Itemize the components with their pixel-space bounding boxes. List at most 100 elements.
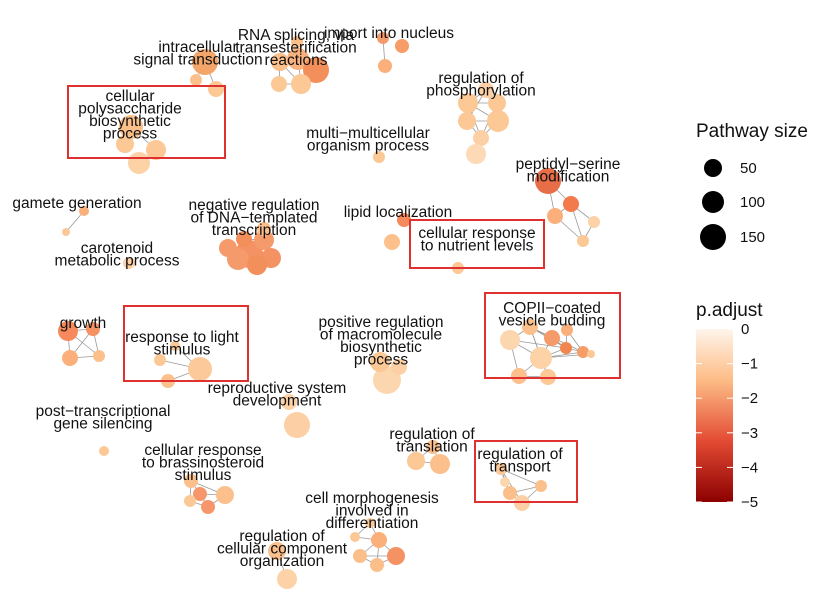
highlight-box	[67, 85, 226, 159]
cluster-label: peptidyl−serine modification	[516, 156, 621, 186]
pathway-node	[58, 321, 78, 341]
pathway-node	[227, 248, 249, 270]
pathway-node	[500, 330, 520, 350]
pathway-node	[387, 547, 405, 565]
cluster-label: cell morphogenesis involved in differentia…	[305, 490, 439, 532]
pathway-node	[350, 532, 360, 542]
pathway-node	[62, 228, 70, 236]
pathway-node	[560, 342, 572, 354]
highlight-box	[123, 305, 249, 382]
pathway-node	[192, 49, 218, 75]
color-tick-label: −2	[741, 390, 758, 407]
color-ticks: 0 −1 −2 −3 −4 −5	[696, 321, 758, 511]
pathway-node	[466, 144, 486, 164]
cluster-label: carotenoid metabolic process	[55, 240, 180, 270]
cluster-label: negative regulation of DNA−templated trans…	[189, 197, 320, 239]
pathway-node	[458, 112, 476, 130]
cluster-label: growth	[60, 315, 107, 332]
color-tick-label: −3	[741, 425, 758, 442]
pathway-node	[544, 330, 560, 346]
pathway-node	[503, 486, 517, 500]
network-nodes	[58, 32, 600, 589]
pathway-node	[458, 93, 478, 113]
pathway-node	[370, 352, 390, 372]
cluster-label: regulation of translation	[389, 426, 475, 456]
size-legend-title: Pathway size	[696, 121, 808, 142]
pathway-node	[86, 322, 100, 336]
highlight-box	[484, 292, 621, 379]
pathway-node	[123, 257, 135, 269]
cluster-label: post−transcriptional gene silencing	[36, 403, 171, 433]
network-edge	[500, 468, 542, 487]
pathway-node	[190, 74, 202, 86]
pathway-node	[478, 82, 494, 98]
pathway-node	[500, 477, 510, 487]
pathway-node	[128, 152, 150, 174]
pathway-node	[407, 452, 425, 470]
cluster-label: response to light stimulus	[125, 329, 239, 359]
pathway-node	[473, 130, 489, 146]
color-bar	[696, 329, 733, 502]
pathway-node	[587, 350, 595, 358]
pathway-node	[384, 234, 400, 250]
legend: Pathway size 50 100 150 p.adjust 0 −1 −2 −3 −4…	[696, 121, 808, 511]
pathway-node	[201, 500, 215, 514]
pathway-node	[577, 235, 589, 247]
pathway-node	[487, 110, 509, 132]
size-legend-dot	[704, 159, 722, 177]
pathway-node	[303, 57, 329, 83]
cluster-label: cellular response to nutrient levels	[418, 225, 535, 255]
pathway-node	[99, 446, 109, 456]
pathway-node	[93, 350, 105, 362]
cluster-label: regulation of phosphorylation	[426, 70, 535, 100]
pathway-node	[530, 347, 552, 369]
pathway-node	[170, 341, 180, 351]
pathway-node	[370, 558, 384, 572]
pathway-node	[426, 440, 440, 454]
pathway-node	[247, 255, 267, 275]
highlight-box	[409, 219, 545, 269]
size-legend: 50 100 150	[700, 159, 765, 250]
pathway-node	[284, 412, 310, 438]
pathway-node	[208, 81, 224, 97]
cluster-label: RNA splicing, via transesterification reac…	[235, 27, 356, 69]
pathway-node	[535, 480, 547, 492]
cluster-label: intracellular signal transduction	[133, 39, 262, 69]
pathway-node	[365, 518, 375, 528]
color-tick-label: −5	[741, 494, 758, 511]
cluster-label: regulation of cellular component organizat…	[217, 528, 348, 570]
pathway-node	[397, 213, 411, 227]
pathway-node	[119, 115, 143, 139]
pathway-node	[353, 549, 367, 563]
pathway-node	[291, 74, 311, 94]
pathway-node	[216, 486, 234, 504]
pathway-node	[236, 231, 252, 247]
pathway-node	[257, 222, 271, 236]
pathway-node	[430, 454, 450, 474]
cluster-label: reproductive system development	[208, 380, 347, 410]
size-legend-dot	[702, 191, 724, 213]
pathway-node	[291, 36, 303, 48]
cluster-label: regulation of transport	[477, 446, 563, 476]
pathway-node	[287, 48, 309, 70]
pathway-node	[371, 532, 387, 548]
cluster-label: lipid localization	[344, 204, 453, 221]
pathway-node	[373, 151, 385, 163]
pathway-node	[271, 76, 287, 92]
pathway-node	[79, 206, 89, 216]
size-legend-label: 50	[740, 160, 757, 177]
pathway-node	[378, 59, 392, 73]
pathway-node	[184, 495, 196, 507]
pathway-node	[522, 319, 538, 335]
cluster-label: cellular polysaccharide biosynthetic proces…	[78, 88, 181, 143]
highlight-box	[474, 440, 578, 503]
pathway-node	[254, 230, 274, 250]
size-legend-label: 150	[740, 229, 765, 246]
color-legend-title: p.adjust	[696, 300, 763, 321]
pathway-node	[547, 208, 563, 224]
pathway-node	[146, 140, 166, 160]
cluster-label: multi−multicellular organism process	[306, 125, 430, 155]
pathway-node	[391, 359, 407, 375]
pathway-node	[395, 39, 409, 53]
